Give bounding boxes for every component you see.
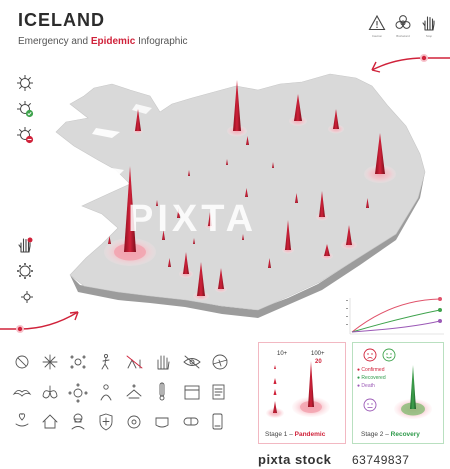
stage2-label: Stage 2 – Recovery: [361, 431, 420, 438]
hand-stop-icon: [18, 237, 33, 253]
sick-person-icon: [100, 384, 112, 401]
legend-stage2-illustration: [363, 348, 432, 419]
legend-count-high-value: 20: [315, 359, 322, 365]
image-number: 63749837: [352, 453, 410, 467]
legend-stage2: ● Confirmed ● Recovered ● Death Stage 2 …: [352, 342, 444, 444]
calendar-icon: [184, 385, 200, 400]
no-flight-icon: [212, 354, 228, 370]
legend-stage1-illustration: [266, 361, 330, 418]
washing-hands-icon: [126, 384, 142, 399]
virus-outline-icon: [17, 263, 33, 279]
stop-hand-icon: Stop: [420, 14, 438, 38]
spike-east-south: [346, 225, 352, 245]
spike-center: [208, 212, 212, 226]
legend-death: ● Death: [357, 383, 375, 389]
spike-center-east: [319, 191, 325, 217]
lungs-icon: [42, 385, 58, 399]
doctor-phone-icon: [212, 413, 223, 430]
biohazard-icon: Biohazard: [394, 14, 412, 38]
trend-chart: [346, 297, 444, 335]
home-icon: [42, 414, 58, 429]
spike-center-small-3: [162, 230, 165, 240]
spike-north-small: [246, 136, 249, 145]
document-icon: [212, 384, 225, 400]
virus-icon: [17, 75, 33, 91]
spike-northeast-2: [333, 109, 339, 129]
spike-south-1: [197, 262, 205, 296]
virus-blocked-icon: [17, 127, 34, 144]
page-subtitle: Emergency and Epidemic Infographic: [18, 36, 188, 47]
face-mask-icon: [155, 417, 169, 428]
germ-small-icon: [21, 291, 33, 303]
stock-logo: pixta stock: [258, 452, 332, 467]
spike-se-small: [324, 244, 330, 256]
spike-center-south: [285, 220, 291, 250]
bat-icon: [12, 389, 32, 397]
medical-shield-icon: [99, 413, 113, 431]
pills-icon: [183, 417, 199, 426]
spike-center-small-6: [295, 193, 298, 203]
spike-west-small: [108, 236, 111, 244]
heart-hands-icon: [15, 413, 29, 427]
spike-center-small-2: [245, 188, 248, 197]
icon-grid: [8, 352, 248, 453]
legend-stage1: 10+ 100+ 20 Stage 1 – Pandemic: [258, 342, 346, 444]
person-walk-icon: [101, 353, 110, 370]
spike-south-3: [183, 252, 189, 274]
spike-n-tiny-1: [188, 170, 190, 176]
stock-footer: pixta stock 63749837: [0, 449, 450, 469]
spike-reykjavik: [124, 166, 136, 252]
spike-south-2: [218, 268, 224, 289]
hand-icon: [157, 355, 170, 370]
eye-hidden-icon: [183, 355, 201, 369]
virus-spread-icon: [70, 355, 86, 369]
spike-west-fjords: [135, 109, 141, 131]
mask-person-icon: [71, 413, 85, 430]
target-virus-icon: [127, 415, 141, 429]
spike-north-central: [233, 80, 241, 131]
no-contact-icon: [126, 355, 143, 369]
spike-east: [375, 133, 385, 174]
spike-center-small-5: [168, 258, 171, 267]
spike-n-tiny-3: [272, 162, 274, 168]
spike-east-small: [366, 198, 369, 208]
legend-count-high: 100+: [311, 351, 325, 357]
legend-count-low: 10+: [277, 351, 288, 357]
thermometer-icon: [159, 382, 165, 401]
spike-n-tiny-6: [193, 238, 195, 244]
arrow-bottom-left: [0, 311, 79, 330]
spike-northeast-1: [294, 94, 302, 121]
spike-center-small-1: [177, 208, 180, 218]
spike-n-tiny-4: [156, 200, 158, 206]
ban-icon: [15, 355, 29, 369]
legend-recovered: ● Recovered: [357, 375, 386, 381]
arrow-top-right: [371, 57, 450, 73]
map-land: [55, 73, 426, 311]
outbreak-spikes: [108, 80, 385, 296]
virus-cell-icon: [68, 383, 88, 403]
stage1-label: Stage 1 – Pandemic: [265, 431, 326, 438]
icon-grid-glyphs: [12, 353, 228, 431]
spike-center-small-4: [268, 258, 271, 268]
caution-icon: Caution: [368, 14, 386, 38]
spike-n-tiny-5: [242, 234, 244, 240]
legend-confirmed: ● Confirmed: [357, 367, 385, 373]
spike-n-tiny-2: [226, 159, 228, 165]
snowflake-virus-icon: [42, 354, 58, 370]
page-title: ICELAND: [18, 10, 105, 30]
virus-check-icon: [17, 101, 34, 118]
